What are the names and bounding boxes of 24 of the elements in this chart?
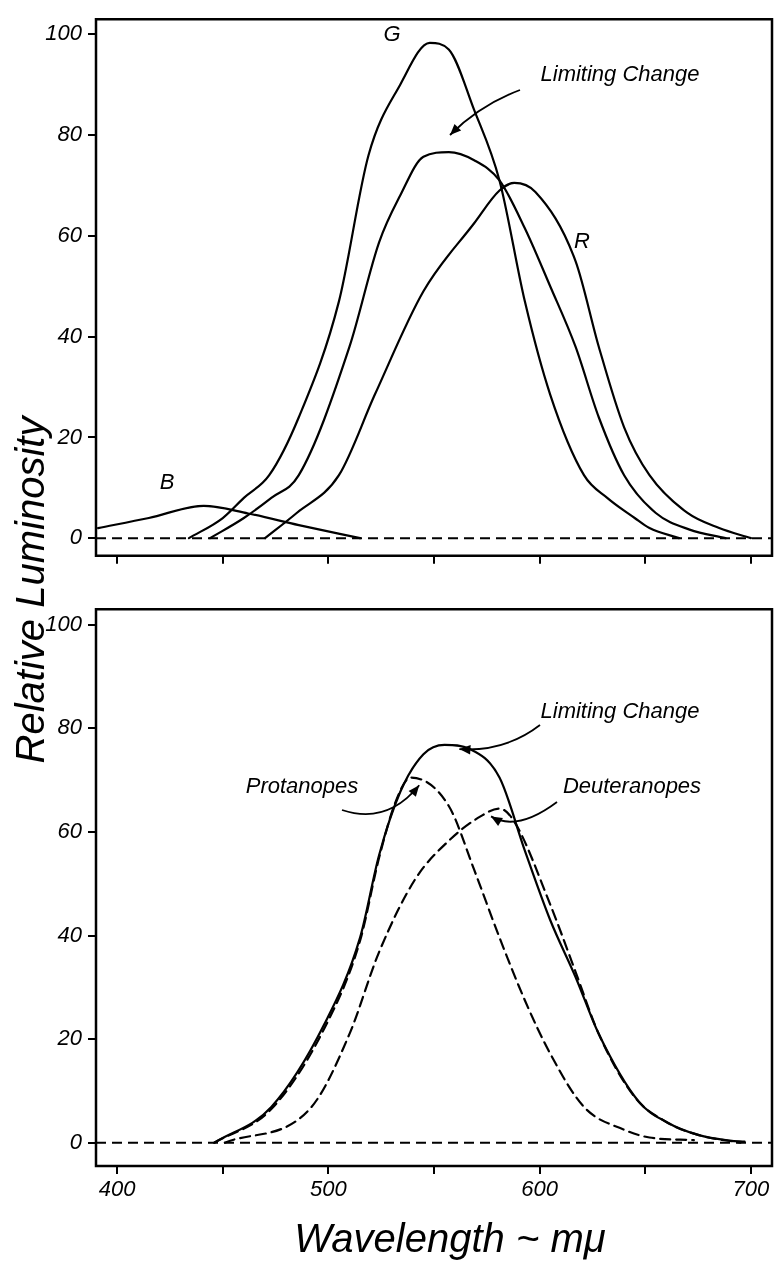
y-tick-label: 40 xyxy=(57,921,83,947)
annotation: Protanopes xyxy=(245,773,359,799)
annotation: Limiting Change xyxy=(540,61,700,87)
y-tick-label: 60 xyxy=(57,221,83,247)
annotation: Deuteranopes xyxy=(562,773,702,799)
x-axis-title: Wavelength ~ mμ xyxy=(294,1216,606,1261)
y-tick-label: 60 xyxy=(57,818,83,844)
annotation: Limiting Change xyxy=(540,698,700,724)
annotation: B xyxy=(159,469,175,495)
annotation: R xyxy=(574,228,591,254)
x-tick-label: 400 xyxy=(98,1176,137,1202)
y-tick-label: 0 xyxy=(69,524,83,550)
annotation: G xyxy=(383,21,401,47)
y-tick-label: 20 xyxy=(56,1025,83,1051)
y-tick-label: 80 xyxy=(57,121,83,147)
y-tick-label: 20 xyxy=(56,423,83,449)
x-tick-label: 600 xyxy=(521,1176,559,1202)
x-tick-label: 700 xyxy=(732,1176,770,1202)
y-tick-label: 80 xyxy=(57,714,83,740)
y-tick-label: 40 xyxy=(57,322,83,348)
y-tick-label: 100 xyxy=(45,610,83,636)
x-tick-label: 500 xyxy=(310,1176,348,1202)
y-tick-label: 100 xyxy=(45,20,83,46)
y-tick-label: 0 xyxy=(69,1128,83,1154)
